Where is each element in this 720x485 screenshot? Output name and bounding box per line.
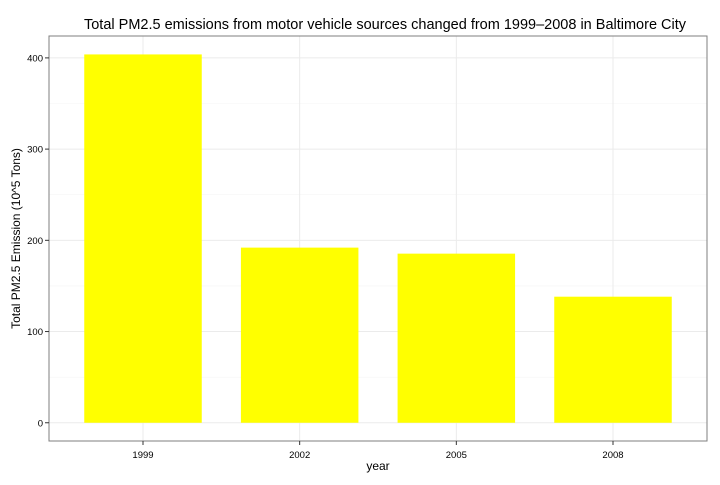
- x-tick-label: 2008: [602, 450, 623, 461]
- x-tick-label: 2005: [446, 450, 467, 461]
- y-tick-label: 400: [27, 53, 43, 64]
- bar-2002: [240, 247, 359, 423]
- bar-2005: [397, 253, 516, 423]
- y-axis: 0 100 200 300 400: [27, 53, 49, 429]
- chart-title: Total PM2.5 emissions from motor vehicle…: [84, 17, 687, 33]
- x-axis: 1999 2002 2005 2008: [132, 441, 624, 461]
- y-tick-label: 300: [27, 145, 43, 156]
- y-tick-label: 0: [38, 418, 43, 429]
- panel-border: [48, 35, 708, 442]
- y-tick-label: 200: [27, 236, 43, 247]
- x-tick-label: 2002: [289, 450, 310, 461]
- x-tick-label: 1999: [132, 450, 153, 461]
- x-axis-label: year: [366, 459, 389, 473]
- bar-1999: [84, 54, 202, 423]
- y-tick-label: 100: [27, 327, 43, 338]
- bar-2008: [554, 296, 672, 423]
- y-axis-label: Total PM2.5 Emission (10^5 Tons): [9, 148, 23, 329]
- bar-layer: [84, 54, 672, 423]
